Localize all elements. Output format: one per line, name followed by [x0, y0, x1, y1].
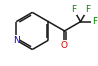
Text: F: F [71, 5, 76, 14]
Text: O: O [61, 41, 68, 50]
Text: F: F [92, 17, 97, 26]
Text: F: F [85, 5, 90, 14]
Text: N: N [13, 36, 20, 45]
